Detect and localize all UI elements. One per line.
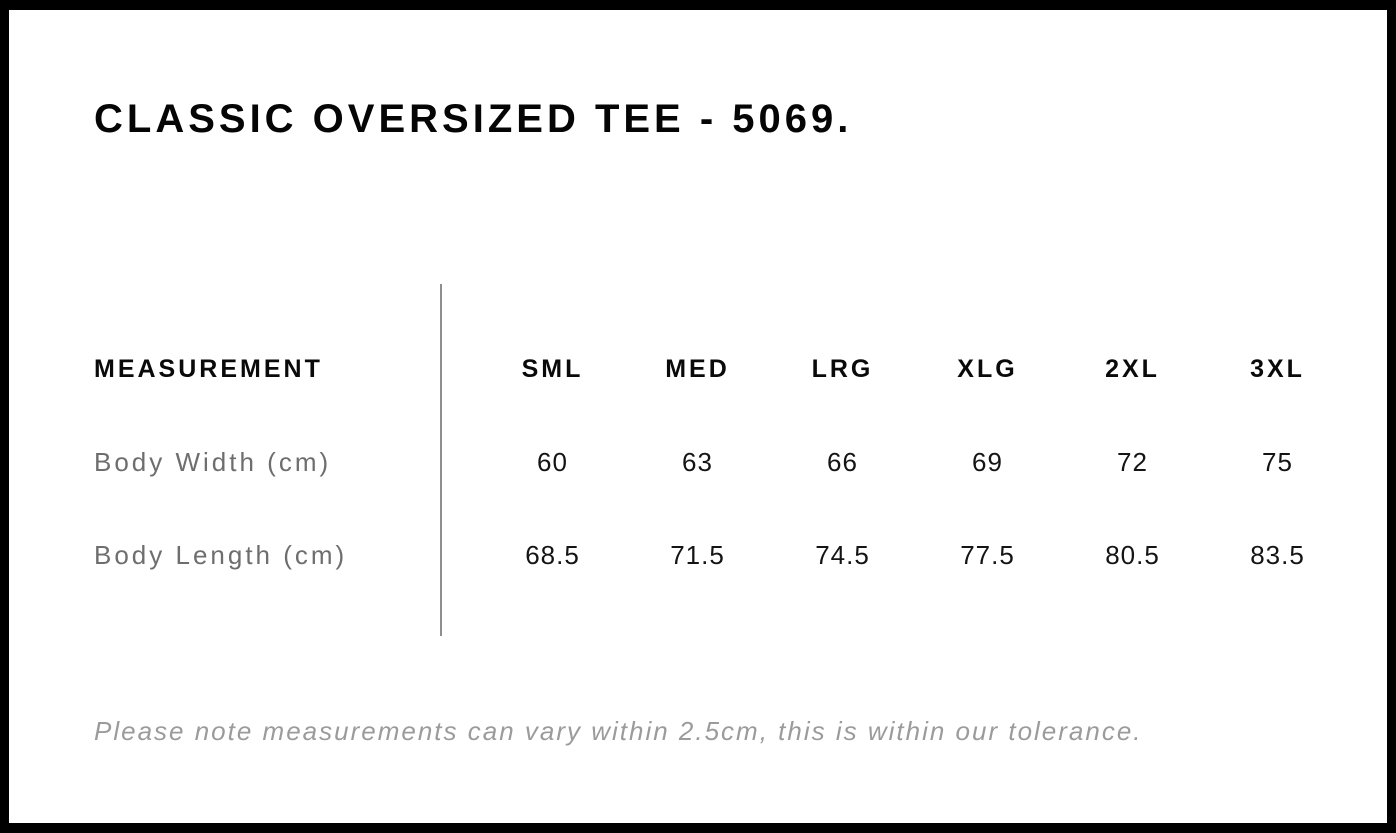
body-width-value-lrg: 66 (827, 447, 858, 477)
body-width-value-med: 63 (682, 447, 713, 477)
table-divider-line (440, 284, 442, 636)
column-header-lrg: LRG (811, 355, 874, 383)
body-length-value-xlg: 77.5 (960, 540, 1015, 570)
body-width-value-2xl: 72 (1117, 447, 1148, 477)
column-header-measurement: MEASUREMENT (94, 355, 323, 383)
row-label-body-width: Body Width (cm) (94, 447, 332, 477)
body-length-value-sml: 68.5 (525, 540, 580, 570)
body-length-value-lrg: 74.5 (815, 540, 870, 570)
column-header-med: MED (665, 355, 730, 383)
column-header-xlg: XLG (957, 355, 1018, 383)
tolerance-note: Please note measurements can vary within… (94, 716, 1143, 746)
body-width-value-3xl: 75 (1262, 447, 1293, 477)
column-header-2xl: 2XL (1105, 355, 1160, 383)
body-width-value-sml: 60 (537, 447, 568, 477)
body-width-value-xlg: 69 (972, 447, 1003, 477)
column-header-3xl: 3XL (1250, 355, 1305, 383)
body-length-value-2xl: 80.5 (1105, 540, 1160, 570)
body-length-value-med: 71.5 (670, 540, 725, 570)
page-title: CLASSIC OVERSIZED TEE - 5069. (94, 97, 853, 141)
column-header-sml: SML (521, 355, 584, 383)
size-chart-table: MEASUREMENT SML MED LRG XLG 2XL 3XL Body… (94, 284, 1350, 636)
size-chart-grid: MEASUREMENT SML MED LRG XLG 2XL 3XL Body… (94, 284, 1350, 602)
row-label-body-length: Body Length (cm) (94, 540, 348, 570)
body-length-value-3xl: 83.5 (1250, 540, 1305, 570)
